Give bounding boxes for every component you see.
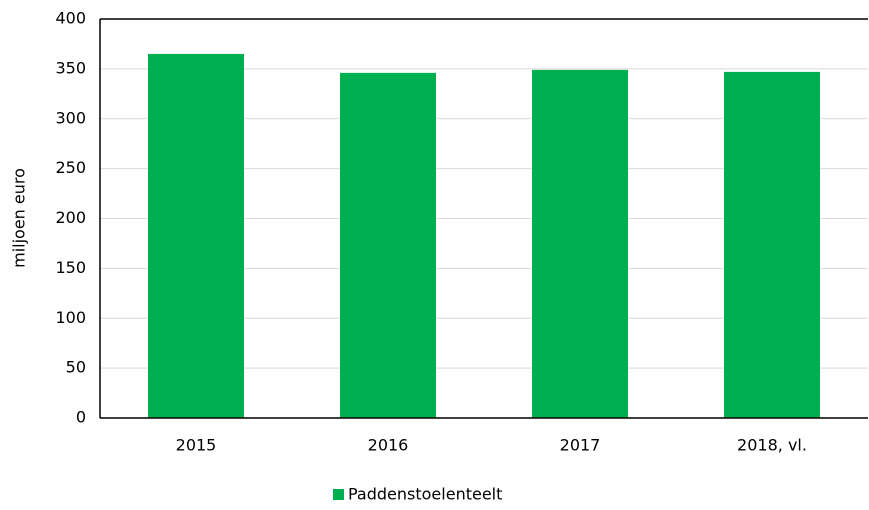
legend-label: Paddenstoelenteelt xyxy=(348,485,502,504)
y-tick-label: 350 xyxy=(55,58,86,77)
x-tick-label: 2017 xyxy=(560,436,601,455)
y-tick-label: 400 xyxy=(55,9,86,28)
x-tick-label: 2018, vl. xyxy=(737,436,807,455)
bar xyxy=(532,69,628,418)
y-tick-label: 150 xyxy=(55,258,86,277)
y-tick-label: 250 xyxy=(55,158,86,177)
bar xyxy=(148,53,244,418)
x-tick-label: 2015 xyxy=(176,436,217,455)
y-tick-label: 200 xyxy=(55,208,86,227)
bar xyxy=(340,72,436,419)
bar xyxy=(724,71,820,419)
y-tick-label: 100 xyxy=(55,308,86,327)
y-tick-label: 50 xyxy=(66,358,86,377)
y-tick-label: 0 xyxy=(76,408,86,427)
legend-swatch xyxy=(333,489,344,500)
y-tick-label: 300 xyxy=(55,108,86,127)
y-axis-label: miljoen euro xyxy=(10,168,29,268)
x-tick-label: 2016 xyxy=(368,436,409,455)
